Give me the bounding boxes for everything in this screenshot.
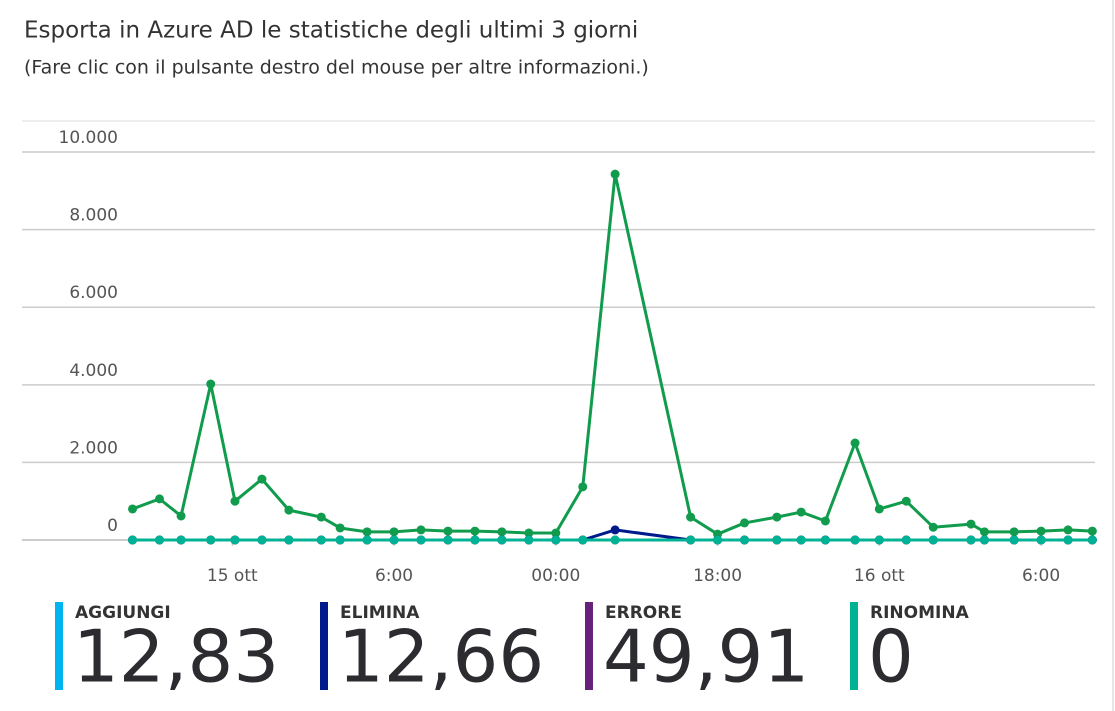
chart-subtitle: (Fare clic con il pulsante destro del mo… xyxy=(24,57,649,79)
data-point xyxy=(850,438,860,448)
x-tick-label: 15 ott xyxy=(207,566,258,586)
series-line xyxy=(132,172,1093,536)
data-point xyxy=(128,535,138,545)
data-point xyxy=(335,523,345,533)
data-point xyxy=(1087,526,1097,536)
data-point xyxy=(284,505,294,515)
summary-bar xyxy=(850,602,858,690)
data-point xyxy=(524,528,534,538)
data-point xyxy=(362,527,372,537)
summary-value: 12,83 xyxy=(73,615,279,699)
data-point xyxy=(713,535,723,545)
data-point xyxy=(610,525,620,535)
data-point xyxy=(1036,535,1046,545)
y-tick-label: 10.000 xyxy=(59,128,118,148)
data-point xyxy=(979,535,989,545)
data-point xyxy=(901,535,911,545)
data-point xyxy=(796,535,806,545)
x-tick-label: 6:00 xyxy=(375,566,413,586)
data-point xyxy=(850,535,860,545)
data-point xyxy=(257,474,267,484)
data-point xyxy=(257,535,267,545)
x-tick-label: 00:00 xyxy=(531,566,580,586)
summary-bar xyxy=(320,602,328,690)
y-tick-label: 4.000 xyxy=(69,361,118,381)
data-point xyxy=(206,535,216,545)
data-point xyxy=(154,535,164,545)
data-point xyxy=(874,504,884,514)
summary-value: 12,66 xyxy=(338,615,544,699)
data-point xyxy=(820,516,830,526)
data-point xyxy=(686,535,696,545)
summary-value: 49,91 xyxy=(603,615,809,699)
data-point xyxy=(1063,525,1073,535)
data-point xyxy=(1087,535,1097,545)
data-point xyxy=(928,535,938,545)
data-point xyxy=(230,496,240,506)
x-tick-label: 18:00 xyxy=(693,566,742,586)
data-point xyxy=(772,512,782,522)
data-point xyxy=(284,535,294,545)
summary-name: AGGIUNGI xyxy=(75,603,171,623)
data-point xyxy=(686,512,696,522)
data-point xyxy=(389,527,399,537)
data-point xyxy=(497,527,507,537)
chart-title: Esporta in Azure AD le statistiche degli… xyxy=(24,18,638,44)
x-tick-label: 6:00 xyxy=(1022,566,1060,586)
y-tick-label: 0 xyxy=(107,516,118,536)
data-point xyxy=(1009,527,1019,537)
data-point xyxy=(1009,535,1019,545)
data-point xyxy=(176,511,186,521)
data-point xyxy=(416,535,426,545)
data-point xyxy=(176,535,186,545)
data-point xyxy=(443,535,453,545)
summary-name: RINOMINA xyxy=(870,603,970,623)
data-point xyxy=(796,507,806,517)
y-tick-label: 2.000 xyxy=(69,438,118,458)
data-point xyxy=(1063,535,1073,545)
summary-name: ELIMINA xyxy=(340,603,420,623)
data-point xyxy=(820,535,830,545)
data-point xyxy=(154,494,164,504)
data-point xyxy=(979,527,989,537)
data-point xyxy=(874,535,884,545)
data-point xyxy=(470,526,480,536)
data-point xyxy=(1036,526,1046,536)
data-point xyxy=(610,535,620,545)
data-point xyxy=(335,535,345,545)
data-point xyxy=(966,535,976,545)
summary-bar xyxy=(55,602,63,690)
data-point xyxy=(578,535,588,545)
data-point xyxy=(470,535,480,545)
data-point xyxy=(966,519,976,529)
data-point xyxy=(928,522,938,532)
data-point xyxy=(362,535,372,545)
data-point xyxy=(772,535,782,545)
data-point xyxy=(316,535,326,545)
data-point xyxy=(901,496,911,506)
data-point xyxy=(497,535,507,545)
data-point xyxy=(551,535,561,545)
y-tick-label: 8.000 xyxy=(69,206,118,226)
summary-value: 0 xyxy=(868,615,914,699)
data-point xyxy=(524,535,534,545)
summary-bar xyxy=(585,602,593,690)
data-point xyxy=(551,528,561,538)
y-tick-label: 6.000 xyxy=(69,283,118,303)
data-point xyxy=(230,535,240,545)
x-tick-label: 16 ott xyxy=(854,566,905,586)
summary-name: ERRORE xyxy=(605,603,682,623)
data-point xyxy=(740,535,750,545)
data-point xyxy=(610,169,620,179)
data-point xyxy=(389,535,399,545)
data-point xyxy=(316,512,326,522)
data-point xyxy=(443,526,453,536)
data-point xyxy=(206,379,216,389)
data-point xyxy=(128,504,138,514)
data-point xyxy=(578,482,588,492)
data-point xyxy=(740,518,750,528)
data-point xyxy=(416,525,426,535)
